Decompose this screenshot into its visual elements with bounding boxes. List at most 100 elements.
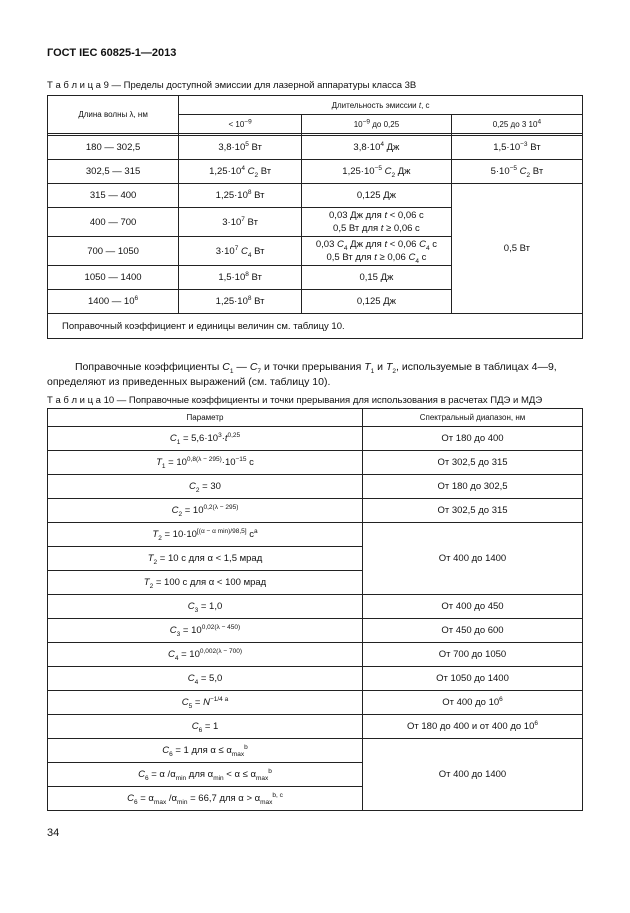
table-cell: C3 = 1,0: [47, 594, 363, 619]
text-line: T1 = 100,8(λ − 295)·10−15 с: [51, 456, 359, 470]
text-run: , используемые в таблицах 4—9, определяю…: [47, 361, 557, 388]
table-row: Длина волны λ, нм Длительность эмиссии t,…: [46, 95, 583, 134]
variable: C: [187, 601, 195, 612]
text-run: ≥ 0,06 с: [383, 223, 420, 234]
table-header: Параметр: [47, 408, 363, 427]
variable: T: [385, 361, 393, 373]
variable: C: [169, 625, 177, 636]
text-run: = 1 для α ≤ α: [172, 745, 232, 756]
text-run: 5·10: [490, 166, 510, 177]
table-cell: От 302,5 до 315: [362, 498, 583, 523]
table-header: Спектральный диапазон, нм: [362, 408, 583, 427]
text-run: Дж для: [347, 239, 385, 250]
text-run: = 10 с для α < 1,5 мрад: [157, 553, 263, 564]
table-cell: < 10−9: [178, 114, 303, 134]
text-line: 0,03 Дж для t < 0,06 с: [305, 209, 448, 222]
text-line: 1,25·104 C2 Вт: [182, 165, 298, 179]
text-line: 1,25·10−5 C2 Дж: [305, 165, 448, 179]
text-run: —: [233, 361, 250, 373]
variable: T: [147, 553, 154, 564]
table-cell: 10−9 до 0,25: [301, 114, 452, 134]
supscript: b: [268, 767, 272, 775]
text-line: 302,5 — 315: [51, 165, 175, 178]
text-run: Вт: [530, 166, 544, 177]
supscript: −9: [362, 117, 371, 125]
subscript: min: [175, 774, 187, 782]
table-cell: 3,8·105 Вт: [178, 135, 303, 160]
text-line: 180 — 302,5: [51, 141, 175, 154]
table-row: T2 = 10·10[(α − α min)/98,5] сa От 400 до…: [47, 522, 583, 595]
text-line: T2 = 10·10[(α − α min)/98,5] сa: [51, 528, 359, 542]
variable: C: [171, 505, 179, 516]
variable: C: [247, 166, 255, 177]
variable: C: [189, 481, 196, 492]
variable: C: [167, 649, 175, 660]
supscript: −5: [509, 164, 518, 172]
variable: t: [224, 433, 228, 444]
text-line: 3·107 C4 Вт: [182, 245, 298, 259]
variable: C: [169, 433, 177, 444]
subscript: max: [255, 774, 269, 782]
text-run: Вт: [244, 216, 258, 228]
text-line: От 1050 до 1400: [366, 672, 579, 685]
subscript: 3: [176, 630, 181, 638]
text-run: и точки прерывания: [261, 361, 365, 373]
supscript: 7: [241, 215, 245, 223]
table-cell: 0,5 Вт: [450, 183, 584, 314]
table-note: Поправочный коэффициент и единицы величи…: [47, 313, 583, 339]
text-run: = 100 с для α < 100 мрад: [153, 577, 267, 588]
text-line: C6 = αmax /αmin = 66,7 для α > αmaxb, c: [51, 791, 359, 806]
text-run: Дж: [395, 166, 411, 177]
text-run: 1,25·10: [215, 296, 248, 307]
subscript: 1: [229, 368, 234, 376]
table-cell: 0,15 Дж: [301, 265, 452, 290]
text-run: 1400 — 10: [88, 296, 135, 307]
table-row: C3 = 100,02(λ − 450) От 450 до 600: [47, 618, 583, 643]
subscript: 2: [153, 558, 158, 566]
table: Параметр Спектральный диапазон, нм C1 = 5,…: [47, 408, 583, 811]
text-run: , с: [421, 100, 430, 110]
table-cell: 0,03 C4 Дж для t < 0,06 C4 с 0,5 Вт для t…: [301, 236, 452, 266]
text-line: Длина волны λ, нм: [51, 108, 175, 121]
variable: T: [156, 457, 162, 468]
text-run: Вт: [248, 142, 262, 153]
table-cell: От 400 до 1400: [362, 738, 583, 811]
table-row: C6 = αmax /αmin = 66,7 для α > αmaxb, c: [47, 786, 583, 811]
text-run: и: [374, 361, 386, 373]
text-run: ≥ 0,06: [376, 252, 409, 263]
subscript: 4: [343, 244, 348, 252]
text-line: 1,5·108 Вт: [182, 271, 298, 284]
supscript: b, c: [272, 791, 283, 799]
text-run: = 10: [178, 649, 200, 660]
table-cell: 180 — 302,5: [46, 135, 180, 160]
text-run: 10: [353, 119, 363, 129]
supscript: −9: [244, 117, 252, 125]
variable: C: [408, 252, 416, 263]
subscript: 6: [144, 774, 149, 782]
text-run: < α ≤ α: [223, 769, 256, 780]
subscript: min: [213, 774, 224, 782]
table-cell: Длительность эмиссии t, с: [178, 95, 583, 115]
subscript: 2: [178, 510, 183, 518]
table-cell: 1400 — 106: [46, 289, 180, 314]
subscript: 2: [195, 486, 200, 494]
text-run: 180 — 302,5: [85, 142, 141, 153]
text-run: От 400 до 450: [441, 601, 504, 612]
text-run: = α: [137, 793, 154, 804]
variable: C: [222, 361, 230, 373]
supscript: b: [244, 743, 248, 751]
text-run: =: [192, 697, 204, 708]
table-cell: 315 — 400: [46, 183, 180, 208]
supscript: 0,02(λ − 450): [201, 623, 241, 631]
table-cell: От 302,5 до 315: [362, 450, 583, 475]
supscript: 5: [245, 140, 249, 148]
text-run: От 450 до 600: [441, 625, 504, 636]
table-cell: T2 = 10 с для α < 1,5 мрад: [47, 546, 363, 571]
text-line: T2 = 10 с для α < 1,5 мрад: [51, 552, 359, 566]
supscript: 0,2(λ − 295): [203, 503, 239, 511]
text-run: = 10: [165, 457, 187, 468]
text-run: 302,5 — 315: [85, 166, 141, 177]
text-run: с: [418, 252, 427, 263]
subscript: 2: [149, 582, 154, 590]
page-number: 34: [47, 827, 60, 839]
